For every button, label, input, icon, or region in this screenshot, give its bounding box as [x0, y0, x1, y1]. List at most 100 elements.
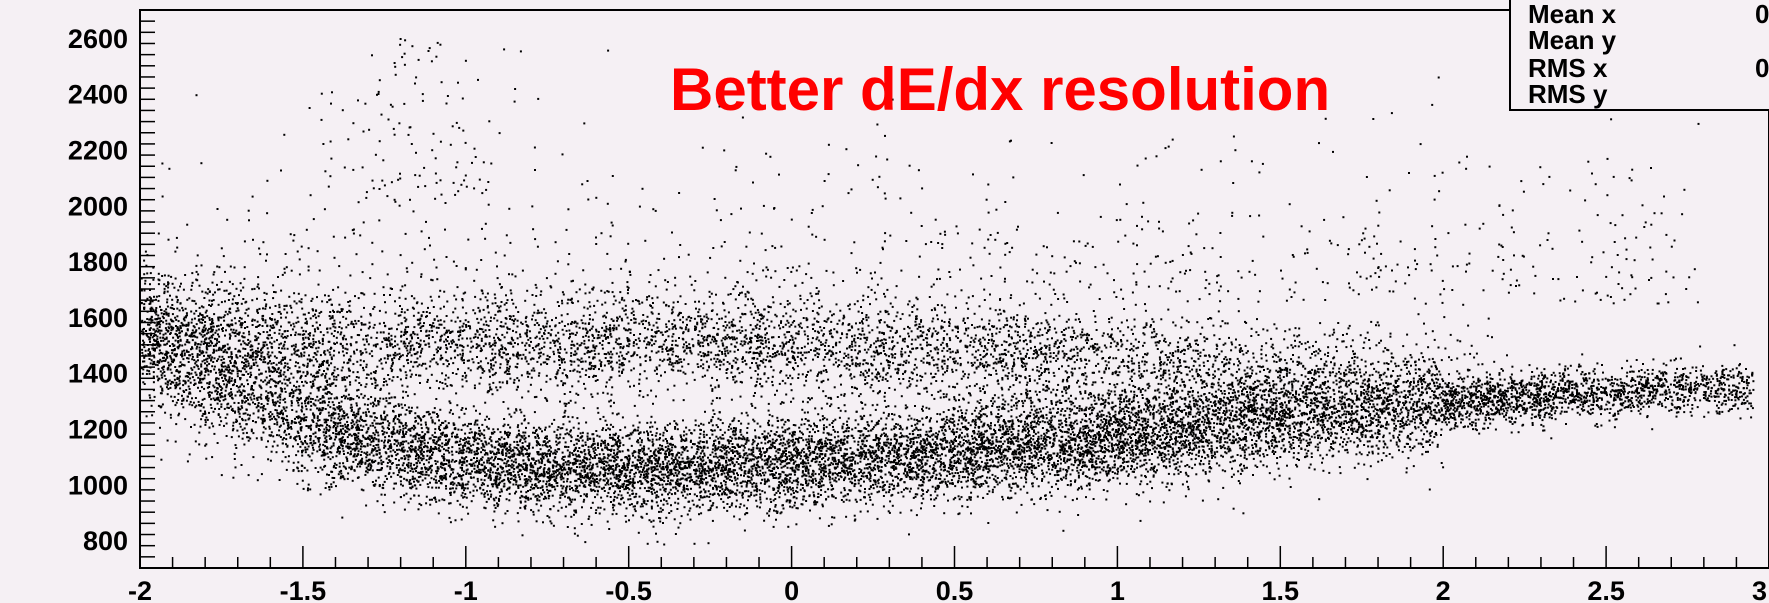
scatter-point-3349: [461, 469, 464, 472]
scatter-point-1649: [1272, 380, 1275, 383]
scatter-point-1648: [1292, 441, 1295, 444]
scatter-point-2816: [798, 426, 801, 429]
scatter-point-1629: [747, 422, 750, 425]
scatter-point-1987: [848, 499, 851, 502]
scatter-point-592: [1168, 441, 1170, 444]
scatter-point-4216: [1123, 460, 1126, 463]
scatter-point-4386: [1199, 432, 1201, 434]
scatter-point-1129: [710, 418, 713, 421]
scatter-point-3647: [424, 444, 427, 447]
scatter-point-1128: [1099, 471, 1102, 474]
scatter-point-4890: [524, 484, 527, 487]
scatter-point-1712: [348, 447, 351, 450]
scatter-point-3032: [375, 453, 378, 456]
scatter-point-4284: [1375, 418, 1378, 421]
scatter-point-487: [310, 459, 313, 462]
scatter-point-32: [1243, 449, 1246, 452]
scatter-point-4934: [1033, 421, 1036, 424]
scatter-point-2662: [1101, 429, 1104, 432]
scatter-point-3891: [745, 512, 748, 514]
scatter-point-4106: [1213, 451, 1216, 454]
scatter-point-4836: [1255, 445, 1258, 448]
scatter-point-4884: [1340, 403, 1343, 406]
scatter-point-783: [1324, 400, 1327, 403]
scatter-point-2844: [1530, 378, 1533, 381]
scatter-point-3935: [1087, 397, 1090, 400]
scatter-point-4247: [1077, 447, 1080, 449]
scatter-point-3040: [472, 476, 475, 479]
scatter-point-714: [1285, 406, 1288, 409]
scatter-point-2028: [370, 451, 373, 454]
scatter-point-1660: [161, 352, 164, 355]
scatter-point-4133: [396, 418, 399, 421]
scatter-point-4848: [814, 477, 817, 480]
scatter-point-2342: [664, 473, 667, 476]
scatter-point-582: [1242, 512, 1245, 515]
scatter-point-209: [1019, 465, 1022, 468]
scatter-point-4883: [1107, 389, 1110, 392]
scatter-point-2496: [1715, 370, 1718, 373]
scatter-point-2794: [666, 462, 669, 465]
scatter-point-567: [1143, 435, 1146, 438]
scatter-point-4218: [541, 452, 544, 455]
scatter-point-3006: [1449, 393, 1452, 395]
scatter-point-4572: [640, 457, 643, 460]
scatter-point-127: [204, 369, 207, 372]
scatter-point-912: [216, 391, 219, 393]
scatter-point-1150: [220, 281, 223, 283]
scatter-point-906: [1542, 429, 1545, 432]
scatter-point-4570: [1025, 478, 1028, 481]
scatter-point-3878: [705, 441, 708, 444]
scatter-point-2941: [617, 435, 620, 438]
scatter-point-4824: [1015, 511, 1018, 514]
scatter-point-1706: [1363, 400, 1366, 403]
scatter-point-831: [720, 498, 723, 501]
scatter-point-3: [1703, 397, 1705, 399]
scatter-point-3422: [1340, 400, 1343, 403]
scatter-point-1734: [1091, 455, 1093, 458]
scatter-point-4228: [241, 406, 244, 409]
scatter-point-3134: [1339, 399, 1342, 402]
scatter-point-3240: [1022, 425, 1025, 428]
scatter-point-3190: [829, 476, 831, 479]
scatter-point-3396: [1118, 449, 1121, 452]
scatter-point-2473: [744, 462, 747, 465]
scatter-point-4583: [1354, 417, 1357, 420]
scatter-point-1658: [1460, 421, 1462, 424]
scatter-point-3688: [613, 492, 616, 495]
scatter-point-1111: [1125, 423, 1128, 426]
scatter-point-3497: [463, 444, 466, 447]
scatter-point-632: [1375, 385, 1378, 387]
scatter-point-4188: [394, 404, 397, 407]
scatter-point-2471: [1045, 417, 1048, 420]
scatter-point-1391: [575, 455, 578, 458]
scatter-point-723: [238, 369, 240, 372]
scatter-point-443: [867, 430, 870, 433]
scatter-point-4064: [247, 402, 250, 405]
scatter-point-3160: [834, 430, 836, 433]
scatter-point-3539: [1561, 406, 1564, 409]
scatter-point-2922: [1452, 412, 1455, 415]
scatter-point-3476: [1689, 381, 1692, 384]
scatter-point-192: [469, 449, 472, 452]
scatter-point-1149: [1113, 390, 1116, 393]
scatter-point-2619: [143, 383, 146, 385]
scatter-point-2431: [1531, 422, 1534, 424]
scatter-point-4009: [1119, 456, 1122, 459]
scatter-point-4783: [864, 488, 866, 490]
scatter-point-3362: [939, 442, 942, 445]
scatter-point-4660: [526, 455, 529, 458]
scatter-point-370: [1200, 394, 1203, 397]
scatter-point-4897: [1205, 429, 1208, 432]
scatter-point-4739: [1714, 390, 1717, 393]
scatter-point-1505: [1468, 414, 1471, 417]
scatter-point-654: [303, 419, 305, 422]
scatter-point-1284: [795, 490, 797, 493]
scatter-point-4810: [164, 358, 167, 361]
scatter-point-168: [813, 452, 816, 454]
scatter-point-4193: [1377, 431, 1379, 434]
scatter-point-4013: [830, 488, 833, 491]
scatter-point-2355: [519, 440, 521, 443]
scatter-point-2483: [788, 451, 790, 454]
scatter-point-150: [612, 433, 615, 436]
